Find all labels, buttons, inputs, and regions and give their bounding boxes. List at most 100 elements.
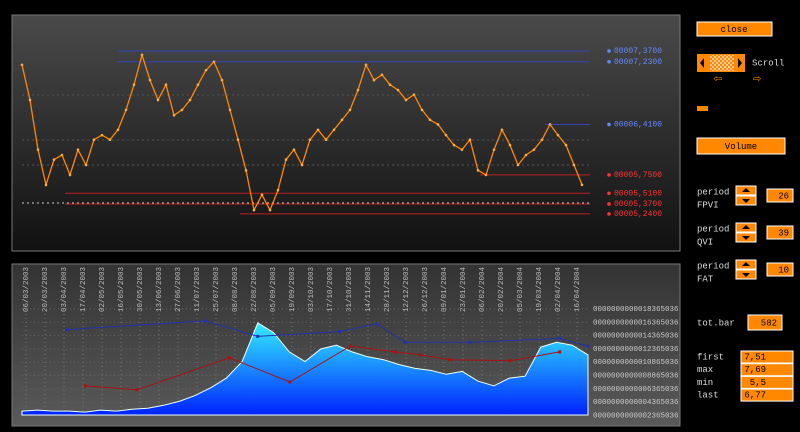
price-point: [284, 158, 288, 161]
y-label: 0000000000010865036: [593, 359, 679, 367]
date-label: 06/03/2003: [23, 266, 31, 312]
price-point: [500, 128, 504, 132]
y-label: 0000000000014365036: [593, 333, 679, 341]
period-name: FPVI: [697, 200, 719, 210]
price-point: [508, 143, 512, 147]
price-point: [100, 133, 104, 137]
line-point: [228, 356, 232, 360]
level-dot: [607, 173, 611, 177]
price-point: [476, 169, 480, 172]
line-point: [558, 336, 562, 340]
date-label: 16/04/2004: [574, 266, 582, 312]
line-point: [418, 353, 422, 357]
line-point: [393, 350, 397, 354]
level-label: 00005,5100: [614, 189, 662, 198]
stat-value: 6,77: [744, 390, 766, 400]
date-label: 20/03/2003: [42, 266, 50, 312]
price-point: [108, 138, 112, 142]
scroll-left[interactable]: ⇦: [714, 72, 722, 88]
scroll-label: Scroll: [752, 58, 784, 68]
price-point: [268, 208, 272, 212]
date-label: 27/06/2003: [175, 266, 183, 312]
price-point: [412, 93, 416, 96]
date-label: 25/07/2003: [213, 266, 221, 312]
price-point: [388, 83, 392, 86]
price-point: [532, 148, 536, 151]
price-point: [60, 153, 64, 157]
date-label: 12/12/2003: [403, 266, 411, 312]
stat-label: max: [697, 365, 713, 375]
period-name: QVI: [697, 237, 713, 247]
level-dot: [607, 59, 611, 64]
period-label: period: [697, 187, 729, 197]
scroll-right[interactable]: ⇨: [753, 72, 762, 88]
price-panel: [11, 14, 681, 252]
period-box: [766, 225, 794, 240]
level-label: 00005,2400: [614, 210, 662, 219]
level-label: 00005,3700: [614, 200, 662, 209]
price-point: [252, 208, 256, 212]
price-point: [36, 148, 40, 151]
period-spinner[interactable]: [735, 259, 757, 280]
date-label: 02/05/2003: [99, 266, 107, 312]
date-label: 20/02/2004: [498, 266, 506, 312]
line-point: [508, 359, 512, 363]
price-point: [228, 108, 232, 112]
y-label: 0000000000002365036: [593, 412, 679, 420]
level-dot: [607, 212, 611, 216]
price-point: [212, 60, 216, 64]
price-point: [180, 108, 184, 112]
spin-arrows: [742, 225, 750, 240]
price-point: [236, 138, 240, 142]
date-label: 09/01/2004: [441, 266, 449, 312]
price-point: [540, 138, 544, 142]
scroll-bar[interactable]: [697, 54, 745, 72]
period-value: 26: [778, 191, 789, 201]
stat-box: [740, 363, 794, 377]
period-label: period: [697, 261, 729, 271]
date-label: 22/08/2003: [251, 266, 259, 312]
date-label: 02/04/2004: [555, 266, 563, 312]
close-button[interactable]: close: [696, 21, 773, 37]
price-point: [148, 78, 152, 82]
price-point: [380, 73, 384, 77]
price-point: [188, 98, 192, 102]
stat-box: [740, 388, 794, 402]
tot-bar-value: 582: [761, 318, 777, 328]
period-box: [766, 262, 794, 277]
price-point: [524, 153, 528, 157]
price-point: [244, 169, 248, 172]
line-point: [135, 388, 139, 392]
period-spinner[interactable]: [735, 185, 757, 206]
line-point: [403, 340, 407, 344]
line-point: [348, 344, 352, 348]
line-point: [558, 350, 562, 354]
date-label: 06/02/2004: [479, 266, 487, 312]
line-point: [338, 330, 342, 334]
y-label: 0000000000016365036: [593, 319, 679, 327]
volume-button[interactable]: Volume: [696, 137, 786, 155]
tot-bar-box: [747, 314, 783, 331]
price-point: [516, 163, 520, 167]
price-point: [356, 88, 360, 92]
date-label: 14/11/2003: [365, 266, 373, 312]
period-name: FAT: [697, 274, 714, 284]
price-point: [124, 108, 128, 112]
date-label: 05/09/2003: [270, 266, 278, 312]
price-point: [260, 193, 264, 197]
level-dot: [607, 49, 611, 53]
price-point: [364, 63, 368, 67]
level-label: 00005,7500: [614, 171, 662, 180]
period-spinner[interactable]: [735, 222, 757, 243]
price-point: [172, 113, 176, 117]
price-point: [132, 83, 136, 86]
volume-area: [21, 322, 589, 416]
price-point: [420, 108, 424, 112]
price-point: [436, 123, 440, 126]
stat-value: 7,69: [744, 365, 766, 375]
date-label: 30/05/2003: [137, 266, 145, 312]
line-point: [375, 322, 379, 326]
tot-bar-label: tot.bar: [697, 318, 735, 328]
price-point: [84, 163, 88, 167]
